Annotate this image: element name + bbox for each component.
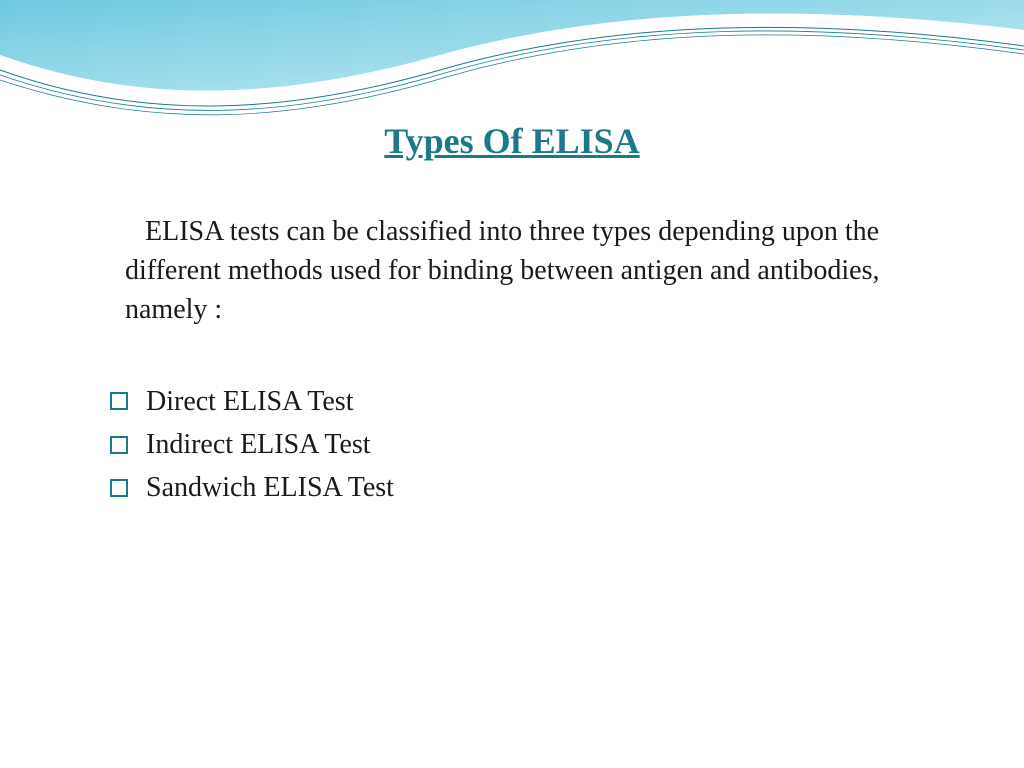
slide-title: Types Of ELISA [100, 120, 924, 162]
bullet-list: Direct ELISA Test Indirect ELISA Test Sa… [100, 380, 924, 510]
bullet-label: Direct ELISA Test [146, 380, 353, 423]
slide-content: Types Of ELISA ELISA tests can be classi… [0, 120, 1024, 510]
wave-decoration [0, 0, 1024, 130]
checkbox-bullet-icon [110, 436, 128, 454]
checkbox-bullet-icon [110, 479, 128, 497]
list-item: Indirect ELISA Test [110, 423, 924, 466]
bullet-label: Sandwich ELISA Test [146, 466, 394, 509]
intro-paragraph: ELISA tests can be classified into three… [100, 212, 924, 330]
list-item: Sandwich ELISA Test [110, 466, 924, 509]
bullet-label: Indirect ELISA Test [146, 423, 371, 466]
checkbox-bullet-icon [110, 392, 128, 410]
list-item: Direct ELISA Test [110, 380, 924, 423]
